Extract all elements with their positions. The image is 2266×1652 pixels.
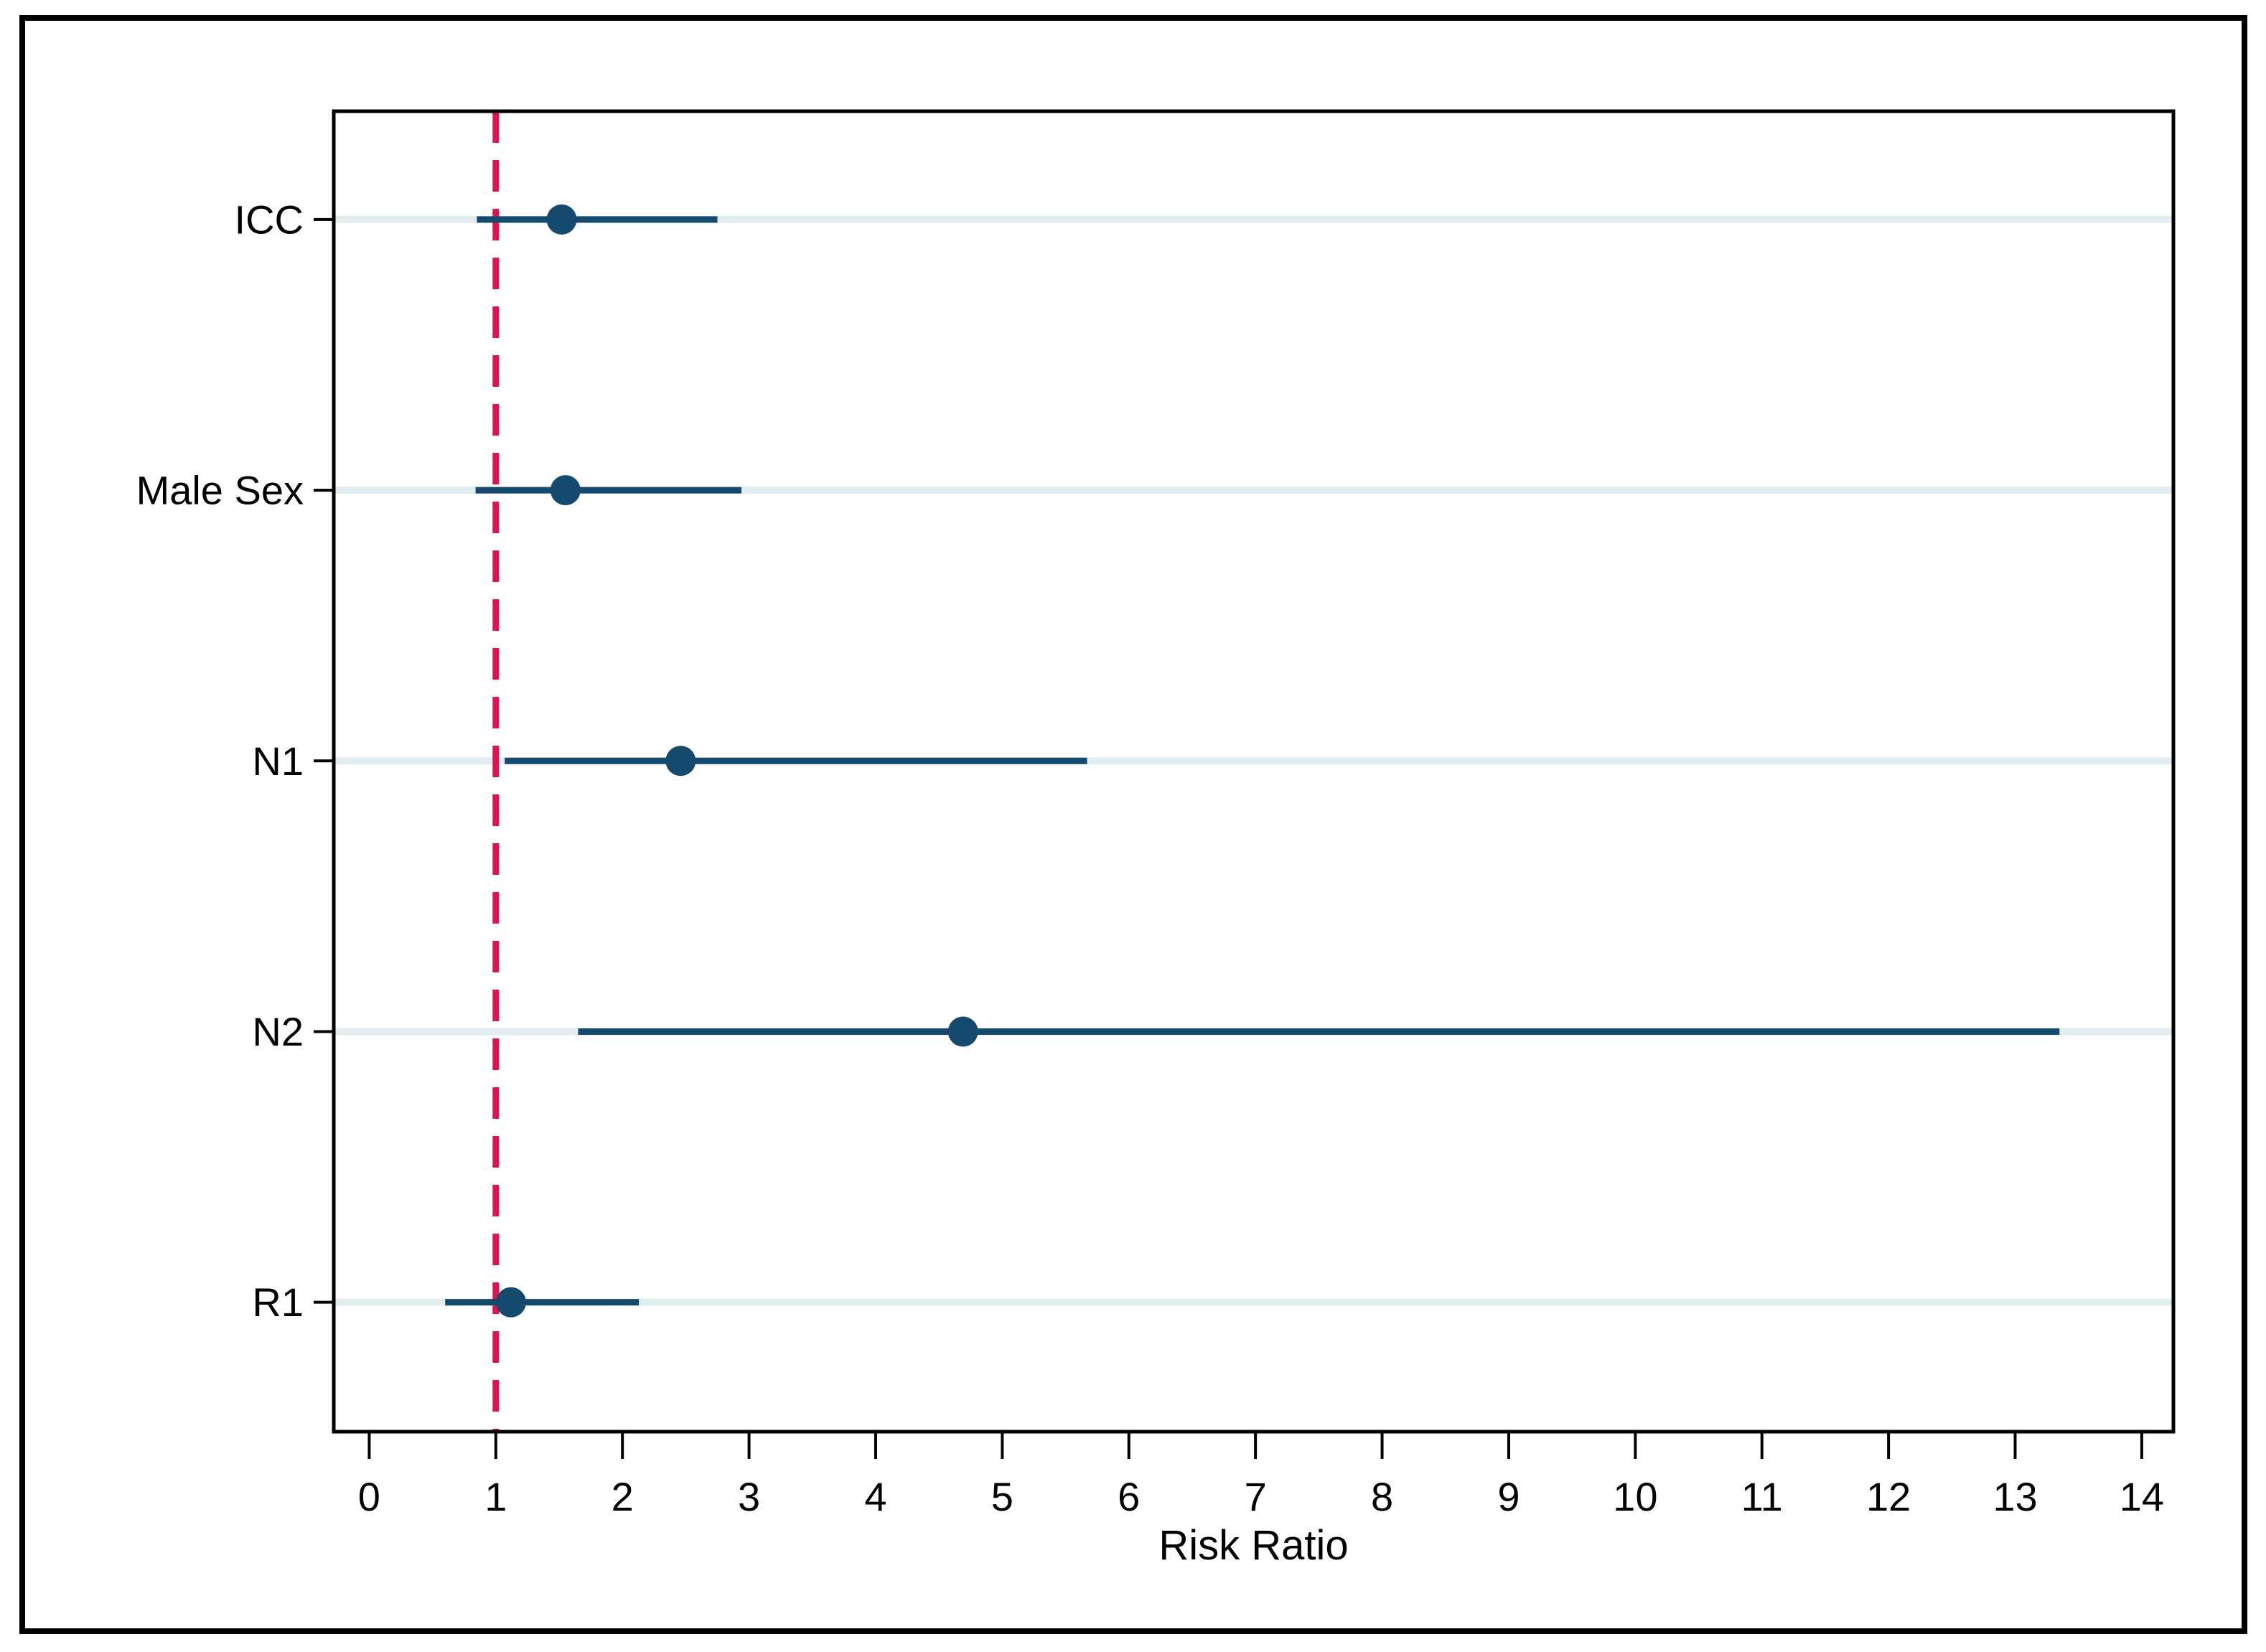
x-tick-label: 6: [1118, 1474, 1140, 1519]
point-estimate-marker: [947, 1016, 978, 1047]
x-tick-label: 2: [612, 1474, 634, 1519]
y-axis-label: R1: [252, 1280, 304, 1325]
x-axis-title: Risk Ratio: [1158, 1522, 1348, 1569]
x-tick-label: 13: [1993, 1474, 2037, 1519]
x-tick-label: 9: [1497, 1474, 1520, 1519]
y-axis-label: ICC: [235, 197, 304, 242]
y-axis-label: N2: [252, 1009, 304, 1054]
figure-border: [19, 15, 2247, 1634]
x-tick-label: 11: [1741, 1474, 1783, 1519]
y-axis-label: Male Sex: [136, 468, 304, 513]
point-estimate-marker: [665, 746, 696, 776]
x-tick-label: 3: [738, 1474, 760, 1519]
x-tick-label: 7: [1245, 1474, 1267, 1519]
y-axis-label: N1: [252, 738, 304, 784]
x-tick-label: 12: [1866, 1474, 1911, 1519]
x-tick-label: 8: [1371, 1474, 1393, 1519]
plot-border: [332, 109, 2176, 1434]
x-tick-label: 14: [2120, 1474, 2164, 1519]
x-tick-label: 1: [484, 1474, 507, 1519]
point-estimate-marker: [546, 204, 577, 235]
point-estimate-marker: [495, 1287, 526, 1318]
x-tick-label: 0: [358, 1474, 380, 1519]
x-tick-label: 10: [1613, 1474, 1657, 1519]
x-tick-label: 5: [991, 1474, 1013, 1519]
point-estimate-marker: [550, 475, 581, 506]
x-tick-label: 4: [864, 1474, 886, 1519]
